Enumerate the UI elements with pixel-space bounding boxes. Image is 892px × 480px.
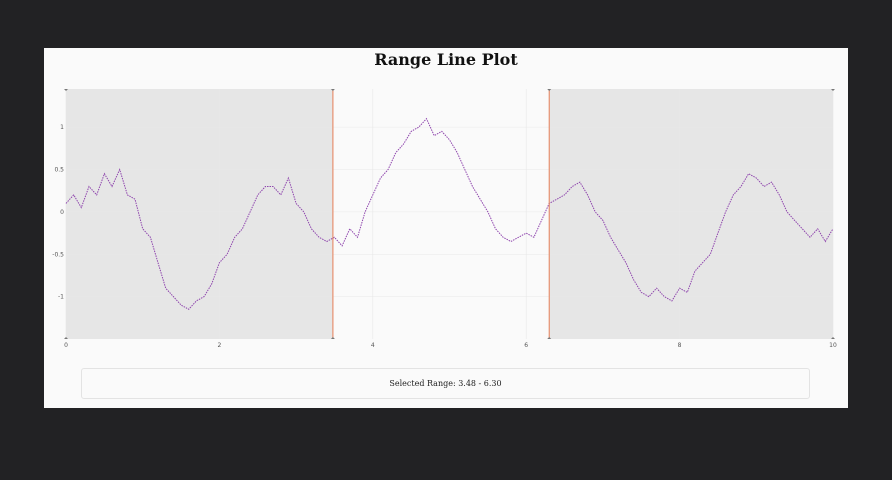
range-handle-top-marker[interactable] — [330, 89, 335, 91]
x-tick-label: 2 — [217, 342, 221, 349]
chart-title: Range Line Plot — [374, 50, 518, 69]
chart-panel: Range Line Plot 0 2 4 6 8 10 1 0.5 0 -0.5 -1 Selec… — [44, 48, 848, 408]
x-tick-label: 4 — [371, 342, 375, 349]
unselected-region-right — [549, 89, 833, 339]
x-tick-label: 6 — [524, 342, 528, 349]
y-tick-label: 0.5 — [54, 167, 64, 174]
y-tick-label: -0.5 — [52, 251, 64, 258]
axis-end-marker — [64, 89, 68, 91]
data-series-line — [65, 117, 834, 310]
selected-range-text: Selected Range: 3.48 - 6.30 — [389, 379, 502, 388]
range-handle-top-marker[interactable] — [547, 89, 552, 91]
axis-end-marker — [64, 337, 68, 339]
x-tick-label: 10 — [829, 342, 837, 349]
range-handle-bottom-marker[interactable] — [547, 337, 552, 339]
unselected-region-left — [66, 89, 333, 339]
y-tick-label: -1 — [58, 294, 64, 301]
range-handle-bottom-marker[interactable] — [330, 337, 335, 339]
x-tick-label: 0 — [64, 342, 68, 349]
axis-end-marker — [831, 337, 835, 339]
y-tick-label: 0 — [60, 209, 64, 216]
selected-range-display: Selected Range: 3.48 - 6.30 — [81, 368, 810, 399]
axis-end-marker — [831, 89, 835, 91]
x-tick-label: 8 — [678, 342, 682, 349]
line-plot[interactable]: 0 2 4 6 8 10 1 0.5 0 -0.5 -1 — [44, 48, 848, 408]
y-tick-label: 1 — [60, 124, 64, 131]
